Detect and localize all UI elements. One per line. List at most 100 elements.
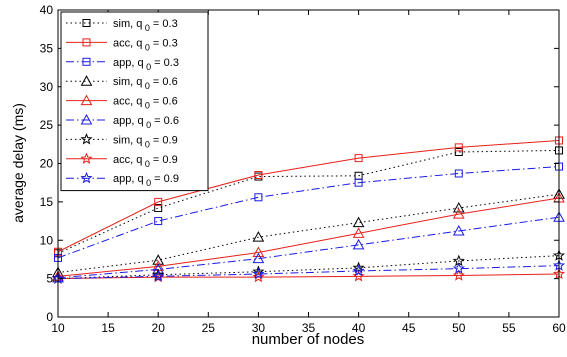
series (52, 211, 565, 283)
series-line (57, 216, 560, 279)
triangle-marker (352, 216, 365, 228)
square-marker (254, 171, 263, 180)
series-line (57, 193, 560, 273)
legend-entry: sim, q 0 = 0.9 (66, 133, 178, 149)
x-tick-label: 20 (152, 321, 166, 335)
legend-entry: acc, q 0 = 0.9 (66, 152, 178, 169)
series (51, 267, 566, 284)
legend-label-subscript: 0 (142, 81, 150, 91)
legend-label: sim, q 0 = 0.6 (113, 76, 178, 91)
y-tick-label: 5 (46, 272, 53, 286)
y-axis-label: average delay (ms) (10, 103, 26, 223)
legend-label: sim, q 0 = 0.3 (113, 18, 178, 33)
square-marker (454, 169, 463, 178)
star-marker (452, 269, 465, 281)
axis-ticks: 10 15 20 25 30 35 40 45 50 55 60 0 5 10 15 20 25 30 35 40 (40, 3, 566, 335)
square-marker (82, 19, 91, 27)
legend-label-subscript: 0 (142, 23, 150, 33)
legend-entry: app, q 0 = 0.3 (66, 57, 179, 72)
x-axis-label: number of nodes (252, 331, 365, 348)
triangle-marker (252, 252, 265, 264)
x-tick-label: 55 (502, 321, 516, 335)
x-tick-label: 15 (101, 321, 115, 335)
star-marker (352, 264, 365, 277)
legend-label-subscript: 0 (142, 101, 150, 111)
triangle-marker (80, 94, 93, 106)
triangle-marker (80, 113, 93, 125)
legend-label: sim, q 0 = 0.9 (113, 134, 178, 149)
legend-entry: acc, q 0 = 0.6 (66, 94, 178, 111)
triangle-marker (452, 225, 465, 236)
square-marker (82, 57, 91, 66)
y-tick-label: 40 (40, 3, 54, 17)
legend-entry: sim, q 0 = 0.6 (66, 75, 178, 91)
y-tick-label: 35 (40, 41, 54, 55)
square-marker (154, 217, 163, 226)
star-marker (252, 265, 265, 277)
square-marker (354, 154, 363, 163)
x-tick-label: 60 (552, 321, 566, 335)
x-tick-label: 30 (252, 321, 266, 335)
legend-label-value: = 0.9 (150, 154, 178, 166)
x-tick-label: 25 (202, 321, 216, 335)
square-marker (454, 147, 463, 156)
legend-label-subscript: 0 (142, 42, 150, 52)
star-marker (80, 152, 93, 164)
legend-entry: app, q 0 = 0.6 (66, 113, 179, 130)
star-marker (452, 262, 465, 274)
legend-label-subscript: 0 (142, 159, 150, 169)
triangle-marker (452, 201, 465, 213)
legend-label: acc, q 0 = 0.9 (113, 154, 178, 169)
triangle-marker (452, 208, 465, 219)
legend-label-subscript: 0 (144, 178, 152, 188)
series-line (57, 265, 560, 280)
square-marker (154, 197, 163, 206)
series-line (57, 273, 560, 280)
legend-label: acc, q 0 = 0.3 (113, 37, 178, 52)
x-tick-label: 10 (51, 321, 65, 335)
y-tick-label: 10 (40, 233, 54, 247)
legend-label: app, q 0 = 0.6 (113, 115, 179, 130)
legend-box (60, 11, 209, 192)
series-line (57, 166, 560, 259)
square-marker (82, 38, 91, 47)
triangle-marker (80, 75, 93, 86)
y-tick-label: 15 (40, 195, 54, 209)
legend-label-value: = 0.3 (150, 18, 178, 30)
legend-label-subscript: 0 (144, 62, 152, 72)
legend-entry: sim, q 0 = 0.3 (66, 18, 178, 33)
series-line (57, 197, 560, 277)
legend-entry: app, q 0 = 0.9 (66, 171, 179, 188)
legend-label-value: = 0.9 (150, 134, 178, 146)
y-tick-label: 20 (40, 157, 54, 171)
series (54, 162, 563, 262)
triangle-marker (352, 227, 365, 238)
legend-label-value: = 0.6 (151, 115, 179, 127)
legend: sim, q 0 = 0.3 acc, q 0 = 0.3 app, q 0 = 0… (60, 11, 209, 192)
y-tick-label: 25 (40, 118, 54, 132)
square-marker (454, 143, 463, 152)
y-tick-label: 30 (40, 80, 54, 94)
legend-label-value: = 0.3 (151, 57, 179, 69)
series (52, 188, 565, 277)
star-marker (80, 133, 93, 145)
legend-label-value: = 0.6 (150, 96, 178, 108)
x-tick-label: 50 (452, 321, 466, 335)
star-marker (80, 171, 93, 184)
y-tick-label: 0 (46, 310, 53, 324)
series-layer (51, 136, 566, 284)
legend-label-subscript: 0 (144, 120, 152, 130)
star-marker (252, 270, 265, 283)
star-marker (352, 269, 365, 282)
x-tick-label: 35 (302, 321, 316, 335)
legend-label-value: = 0.3 (150, 37, 178, 49)
legend-label: app, q 0 = 0.3 (113, 57, 179, 72)
legend-label-value: = 0.6 (150, 76, 178, 88)
legend-label: app, q 0 = 0.9 (113, 173, 179, 188)
triangle-marker (352, 238, 365, 250)
x-tick-label: 40 (352, 321, 366, 335)
triangle-marker (252, 246, 265, 258)
x-tick-label: 45 (402, 321, 416, 335)
